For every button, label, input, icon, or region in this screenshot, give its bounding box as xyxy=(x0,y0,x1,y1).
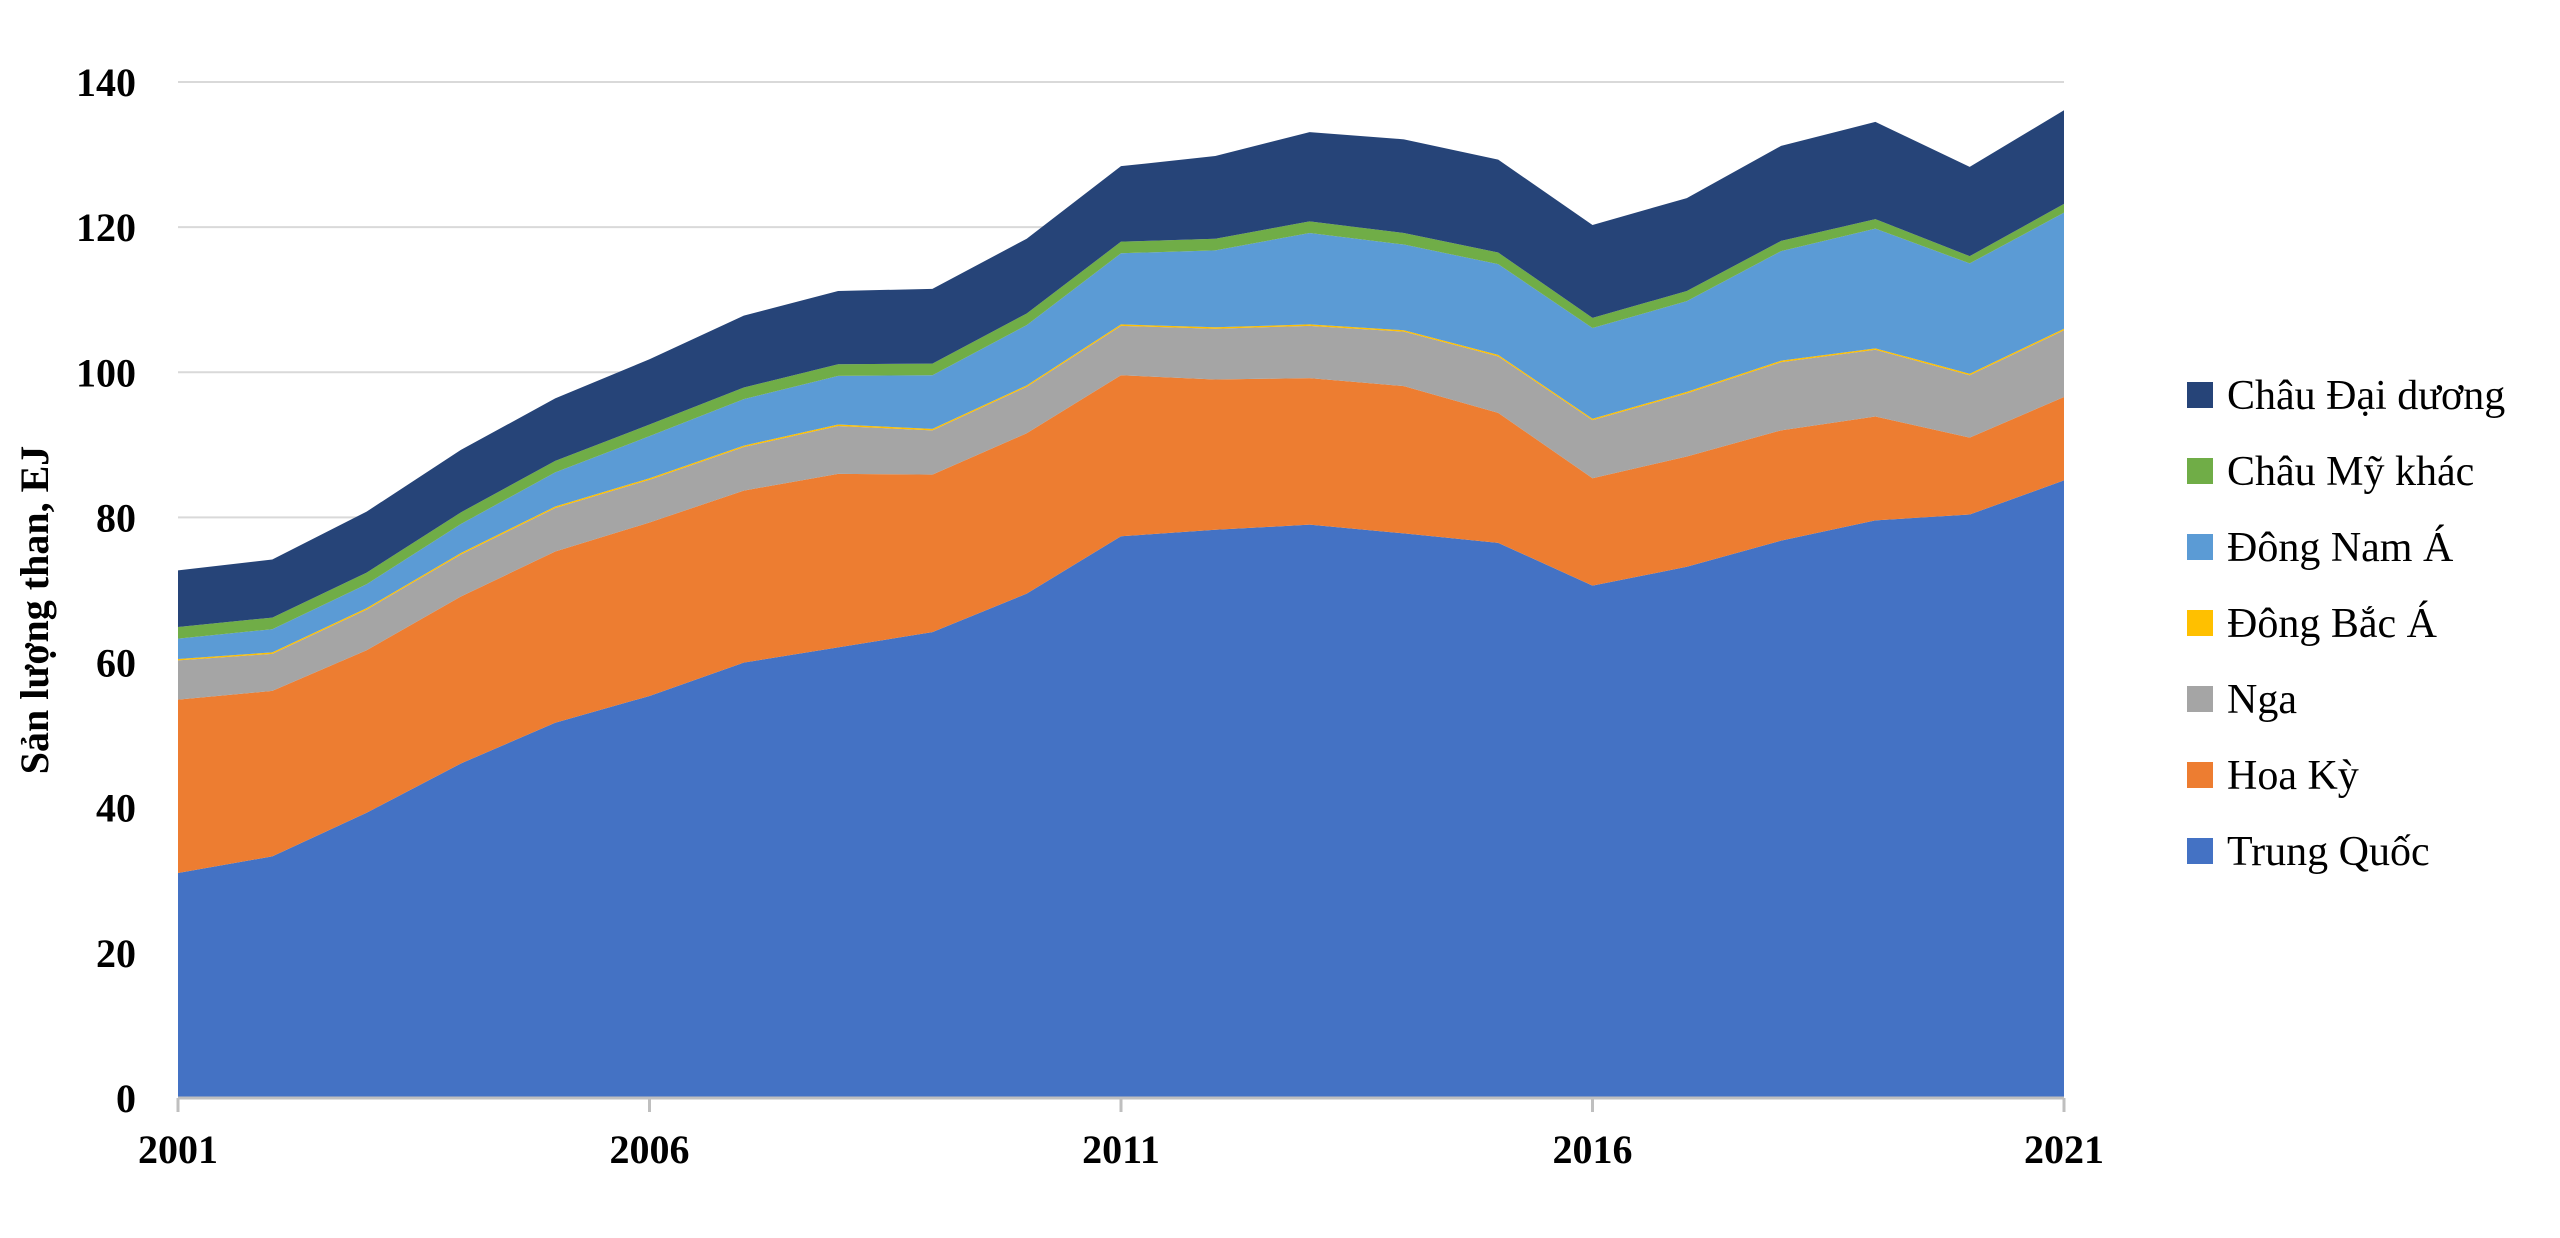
legend-item-đông-bắc-á: Đông Bắc Á xyxy=(2187,600,2438,647)
legend-item-châu-đại-dương: Châu Đại dương xyxy=(2187,373,2505,419)
legend-label: Đông Bắc Á xyxy=(2227,600,2438,647)
area-hoa-kỳ xyxy=(178,375,2064,874)
legend-swatch xyxy=(2187,534,2213,560)
y-tick-label-80: 80 xyxy=(96,495,136,540)
x-tick-label-2016: 2016 xyxy=(1553,1127,1633,1172)
y-axis-label: Sản lượng than, EJ xyxy=(12,446,57,775)
legend-swatch xyxy=(2187,838,2213,864)
x-tick-label-2021: 2021 xyxy=(2024,1127,2104,1172)
y-tick-label-60: 60 xyxy=(96,641,136,686)
legend-label: Hoa Kỳ xyxy=(2227,753,2359,799)
x-tick-label-2001: 2001 xyxy=(138,1127,218,1172)
legend-swatch xyxy=(2187,610,2213,636)
area-trung-quốc xyxy=(178,480,2064,1099)
legend-swatch xyxy=(2187,686,2213,712)
legend-item-đông-nam-á: Đông Nam Á xyxy=(2187,524,2454,571)
legend-item-hoa-kỳ: Hoa Kỳ xyxy=(2187,753,2359,799)
legend-item-nga: Nga xyxy=(2187,677,2297,723)
y-tick-label-20: 20 xyxy=(96,931,136,976)
legend-swatch xyxy=(2187,762,2213,788)
legend-item-trung-quốc: Trung Quốc xyxy=(2187,829,2430,875)
legend-label: Châu Đại dương xyxy=(2227,373,2505,419)
legend-item-châu-mỹ-khác: Châu Mỹ khác xyxy=(2187,449,2474,495)
legend: Châu Đại dương Châu Mỹ khác Đông Nam Á Đông… xyxy=(2187,373,2505,875)
series-areas xyxy=(178,110,2064,1099)
legend-label: Trung Quốc xyxy=(2227,829,2430,875)
y-tick-label-100: 100 xyxy=(76,350,136,395)
x-tick-label-2011: 2011 xyxy=(1082,1127,1160,1172)
y-tick-label-40: 40 xyxy=(96,786,136,831)
legend-label: Châu Mỹ khác xyxy=(2227,449,2474,495)
area-châu-đại-dương xyxy=(178,110,2064,628)
legend-swatch xyxy=(2187,382,2213,408)
x-tick-labels: 2001 2006 2011 2016 2021 xyxy=(138,1127,2104,1172)
area-đông-nam-á xyxy=(178,212,2064,659)
x-tick-label-2006: 2006 xyxy=(610,1127,690,1172)
legend-swatch xyxy=(2187,458,2213,484)
y-tick-label-120: 120 xyxy=(76,205,136,250)
area-nga xyxy=(178,325,2064,700)
legend-label: Đông Nam Á xyxy=(2227,524,2454,571)
legend-label: Nga xyxy=(2227,677,2297,723)
y-tick-label-0: 0 xyxy=(116,1076,136,1121)
y-tick-labels: 0 20 40 60 80 100 120 140 xyxy=(76,60,136,1121)
y-tick-label-140: 140 xyxy=(76,60,136,105)
axes xyxy=(176,1096,2066,1112)
